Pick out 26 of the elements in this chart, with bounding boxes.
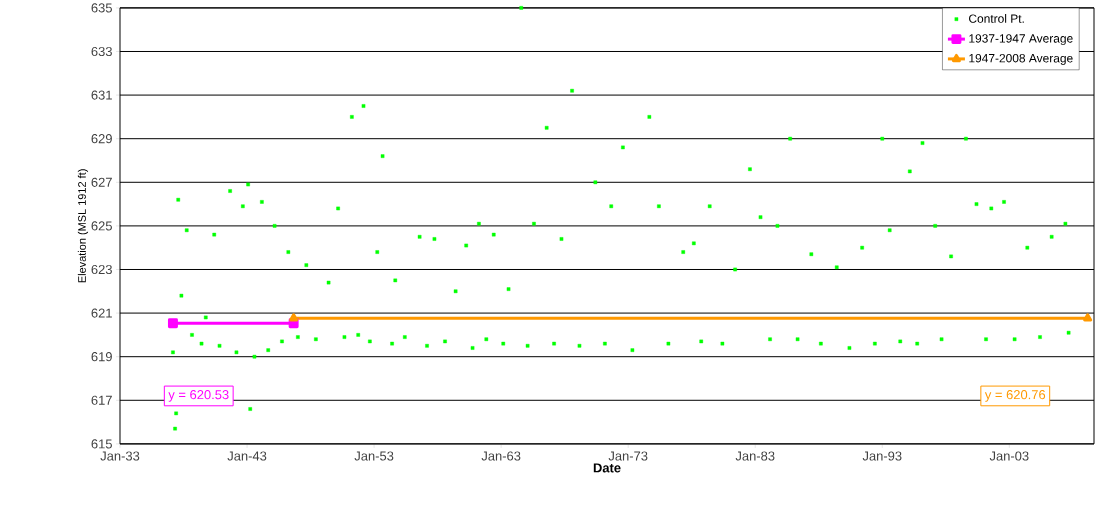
y-tick-label: 619: [91, 352, 112, 362]
y-tick-label: 631: [91, 90, 112, 100]
legend-label: Control Pt.: [969, 14, 1024, 23]
legend-label: 1937-1947 Average: [969, 34, 1073, 46]
y-tick-label: 633: [91, 46, 112, 57]
y-tick-label: 617: [91, 395, 112, 405]
annotation: y = 620.76: [984, 390, 1046, 402]
x-tick-label: Jan-53: [354, 451, 394, 461]
x-tick-label: Jan-33: [100, 451, 140, 461]
y-tick-label: 615: [91, 439, 112, 449]
x-tick-label: Jan-73: [608, 451, 648, 461]
y-tick-label: 625: [91, 221, 112, 231]
y-tick-label: 629: [91, 134, 112, 144]
y-tick-label: 627: [91, 177, 112, 187]
legend-label: 1947-2008 Average: [969, 54, 1073, 65]
y-tick-label: 623: [91, 264, 112, 275]
x-tick-label: Jan-63: [481, 451, 521, 461]
x-axis-title: Date: [593, 463, 621, 473]
y-tick-label: 635: [91, 3, 112, 13]
x-tick-label: Jan-93: [862, 451, 902, 461]
y-axis-title: Elevation (MSL 1912 ft): [77, 169, 89, 283]
x-tick-label: Jan-83: [735, 451, 775, 461]
x-tick-label: Jan-43: [227, 451, 267, 461]
y-tick-label: 621: [91, 308, 112, 318]
annotation: y = 620.53: [168, 390, 229, 402]
x-tick-label: Jan-03: [989, 451, 1029, 461]
